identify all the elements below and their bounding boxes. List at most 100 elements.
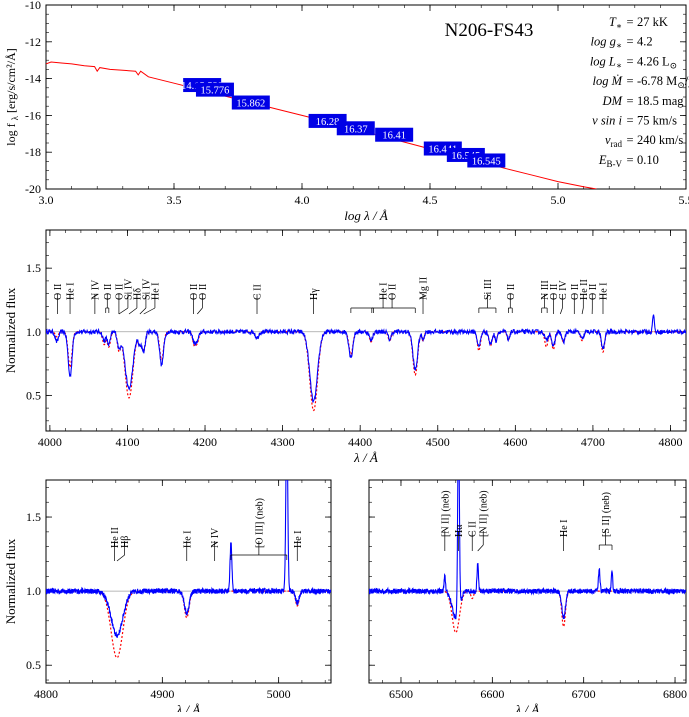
photometry-point: 16.41 [375, 128, 413, 142]
y-axis-label: log f λ [erg/s/cm²/Å] [4, 48, 20, 145]
line-label: Mg II [419, 277, 430, 300]
line-annotation: He I [66, 283, 77, 315]
parameter-subscript: B-V [607, 159, 623, 169]
parameter-equals: = [626, 114, 633, 128]
parameter-equals: = [626, 15, 633, 29]
line-label: [S II] (neb) [601, 492, 612, 537]
parameter-suffix: /yr [685, 74, 689, 88]
parameter-value: 240 km/s [637, 133, 683, 147]
parameter-value: -6.78 M⊙/yr [637, 74, 689, 90]
x-tick-label: 4000 [38, 435, 62, 449]
parameter-value-text: 4.2 [637, 35, 653, 49]
photometry-point: 16.37 [337, 121, 375, 135]
panel-1-axes: 3.03.54.04.55.05.5-20-18-16-14-12-10log … [25, 0, 689, 223]
line-label: N IV [90, 279, 101, 300]
x-tick-label: 6500 [389, 687, 413, 701]
parameter-label: v sin i [592, 114, 622, 128]
line-annotation: [N II] (neb) [478, 490, 490, 551]
model-spectrum [46, 591, 331, 658]
y-tick-label: 1.5 [26, 510, 41, 524]
parameter-name: DM [602, 94, 623, 108]
y-tick-label: 0.5 [26, 658, 41, 672]
parameter-subscript: ∗ [616, 41, 622, 51]
line-label: Hβ [120, 536, 131, 548]
x-tick-label: 4500 [426, 435, 450, 449]
line-label: O II [53, 284, 64, 300]
y-tick-label: 1.0 [26, 325, 41, 339]
line-label: He I [598, 283, 609, 301]
line-marker-foot [478, 545, 484, 551]
parameter-value: 18.5 mag [637, 94, 684, 108]
model-spectrum [369, 591, 686, 632]
line-label: He I [66, 283, 77, 301]
line-marker-foot [129, 308, 137, 314]
parameter-value-text: 27 kK [637, 15, 668, 29]
line-annotation: O II [588, 284, 599, 314]
parameter-subscript: rad [611, 139, 623, 149]
y-axis-label: Normalized flux [3, 287, 18, 373]
line-marker-foot [197, 308, 202, 314]
photometry-label: 16.37 [344, 124, 368, 135]
line-marker-foot [560, 308, 562, 314]
line-marker-foot [582, 308, 583, 314]
y-axis-label: Normalized flux [3, 538, 18, 624]
line-annotation: O II [506, 284, 517, 313]
x-tick-label: 4600 [503, 435, 527, 449]
parameter-value-text: 18.5 mag [637, 94, 684, 108]
x-tick-label: 5000 [267, 687, 291, 701]
y-axis-label-unit: [erg/s/cm²/Å] [4, 48, 18, 116]
photometry-point: 15.862 [232, 96, 270, 110]
line-label: C IV [558, 280, 569, 301]
line-label: He I [293, 531, 304, 549]
line-annotation: C IV [558, 280, 569, 315]
x-tick-label: 4200 [193, 435, 217, 449]
parameter-equals: = [626, 153, 633, 167]
y-tick-label: -14 [25, 72, 41, 86]
x-axis-label: λ / Å [353, 450, 378, 465]
x-tick-label: 5.0 [551, 193, 566, 207]
line-annotation: O II [197, 284, 209, 314]
x-tick-label: 4300 [271, 435, 295, 449]
photometry-label: 16.545 [472, 156, 501, 167]
y-tick-label: -16 [25, 108, 41, 122]
photometry-label: 16.41 [382, 131, 406, 142]
parameter-name: E [598, 153, 607, 167]
photometry-label: 15.776 [201, 86, 230, 97]
y-tick-label: -10 [25, 0, 41, 12]
line-label: C II [468, 521, 479, 537]
panel-frame [46, 230, 686, 431]
x-tick-label: 5.5 [679, 193, 689, 207]
observed-spectrum [369, 420, 686, 620]
parameter-value-text: -6.78 M [637, 74, 677, 88]
line-annotation: He I [598, 283, 609, 315]
line-label: [O III] (neb) [254, 498, 265, 548]
line-annotation: N IV [90, 279, 101, 314]
line-annotation: N IV [210, 527, 221, 561]
line-annotation: [N II] (neb) [440, 490, 451, 551]
parameter-name: log g [591, 35, 616, 49]
line-label: [N II] (neb) [479, 490, 490, 537]
line-label: [N II] (neb) [440, 490, 451, 537]
parameter-equals: = [626, 94, 633, 108]
line-label: O II [506, 284, 517, 300]
line-label: Hα [454, 524, 465, 537]
x-tick-label: 6800 [663, 687, 687, 701]
parameter-equals: = [626, 133, 633, 147]
x-axis-label: λ / Å [176, 702, 201, 712]
observed-spectrum [46, 315, 686, 403]
parameter-label: log Ṁ [592, 74, 622, 88]
line-label: O II [388, 284, 399, 300]
parameter-value: 0.10 [637, 153, 659, 167]
x-tick-label: 4.5 [423, 193, 438, 207]
line-annotation: Si III [479, 279, 496, 313]
line-annotation: [O III] (neb) [231, 498, 287, 560]
x-tick-label: 4.0 [295, 193, 310, 207]
line-label: N IV [210, 527, 221, 548]
parameter-label: EB-V [598, 153, 623, 169]
line-label: C II [253, 284, 264, 300]
x-tick-label: 4800 [34, 687, 58, 701]
x-tick-label: 3.5 [167, 193, 182, 207]
x-tick-label: 4700 [581, 435, 605, 449]
